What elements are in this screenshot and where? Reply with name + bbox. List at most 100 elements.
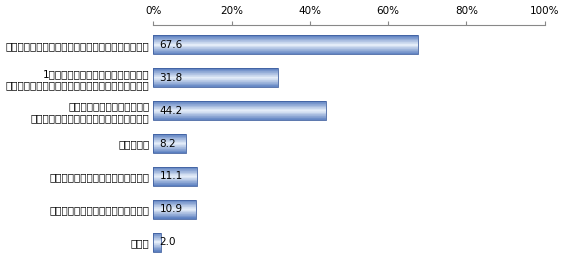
Bar bbox=[154, 85, 278, 86]
Bar bbox=[154, 70, 278, 71]
Bar bbox=[154, 217, 196, 218]
Bar bbox=[154, 216, 196, 217]
Text: 31.8: 31.8 bbox=[159, 73, 182, 83]
Bar bbox=[154, 233, 161, 252]
Bar bbox=[154, 239, 161, 240]
Bar bbox=[154, 134, 185, 135]
Bar bbox=[154, 140, 185, 141]
Bar bbox=[154, 110, 327, 111]
Bar bbox=[154, 46, 418, 47]
Bar bbox=[154, 72, 278, 73]
Bar bbox=[154, 102, 327, 103]
Bar bbox=[154, 218, 196, 219]
Bar bbox=[154, 69, 278, 70]
Bar bbox=[154, 234, 161, 235]
Bar bbox=[154, 80, 278, 81]
Bar bbox=[154, 249, 161, 250]
Bar bbox=[154, 237, 161, 238]
Bar bbox=[154, 150, 185, 151]
Bar bbox=[154, 240, 161, 241]
Bar bbox=[154, 86, 278, 87]
Bar bbox=[154, 117, 327, 118]
Bar bbox=[154, 243, 161, 244]
Bar bbox=[154, 77, 278, 78]
Bar bbox=[154, 247, 161, 248]
Bar bbox=[154, 71, 278, 72]
Bar bbox=[154, 101, 327, 102]
Bar bbox=[154, 185, 197, 186]
Bar bbox=[154, 204, 196, 205]
Bar bbox=[154, 103, 327, 104]
Bar bbox=[154, 177, 197, 178]
Bar bbox=[154, 202, 196, 203]
Bar bbox=[154, 45, 418, 46]
Bar bbox=[154, 233, 161, 234]
Bar bbox=[154, 178, 197, 179]
Bar bbox=[154, 211, 196, 212]
Bar bbox=[154, 44, 418, 45]
Bar bbox=[154, 151, 185, 152]
Text: 11.1: 11.1 bbox=[159, 171, 182, 181]
Bar bbox=[154, 52, 418, 53]
Bar bbox=[154, 105, 327, 106]
Bar bbox=[154, 134, 185, 153]
Bar bbox=[154, 145, 185, 146]
Bar bbox=[154, 174, 197, 175]
Bar bbox=[154, 82, 278, 83]
Bar bbox=[154, 137, 185, 138]
Bar bbox=[154, 37, 418, 38]
Bar bbox=[154, 205, 196, 206]
Bar bbox=[154, 47, 418, 48]
Bar bbox=[154, 176, 197, 177]
Bar bbox=[154, 106, 327, 107]
Bar bbox=[154, 148, 185, 149]
Bar bbox=[154, 200, 196, 219]
Bar bbox=[154, 167, 197, 186]
Bar bbox=[154, 42, 418, 43]
Bar bbox=[154, 84, 278, 85]
Bar bbox=[154, 68, 278, 69]
Bar bbox=[154, 180, 197, 181]
Bar bbox=[154, 206, 196, 207]
Bar bbox=[154, 83, 278, 84]
Bar bbox=[154, 212, 196, 213]
Bar bbox=[154, 75, 278, 76]
Bar bbox=[154, 236, 161, 237]
Bar bbox=[154, 43, 418, 44]
Bar bbox=[154, 171, 197, 172]
Bar bbox=[154, 76, 278, 77]
Bar bbox=[154, 135, 185, 136]
Bar bbox=[154, 111, 327, 112]
Bar bbox=[154, 214, 196, 215]
Bar bbox=[154, 53, 418, 54]
Bar bbox=[154, 50, 418, 51]
Bar bbox=[154, 242, 161, 243]
Bar bbox=[154, 74, 278, 75]
Bar bbox=[154, 181, 197, 182]
Bar bbox=[154, 138, 185, 139]
Bar bbox=[154, 173, 197, 174]
Bar bbox=[154, 207, 196, 208]
Bar bbox=[154, 112, 327, 113]
Bar bbox=[154, 209, 196, 210]
Bar bbox=[154, 169, 197, 170]
Bar bbox=[154, 108, 327, 109]
Bar bbox=[154, 210, 196, 211]
Bar bbox=[154, 136, 185, 137]
Bar bbox=[154, 251, 161, 252]
Bar bbox=[154, 213, 196, 214]
Bar bbox=[154, 182, 197, 183]
Bar bbox=[154, 144, 185, 145]
Bar bbox=[154, 183, 197, 184]
Bar bbox=[154, 107, 327, 108]
Bar bbox=[154, 146, 185, 147]
Text: 67.6: 67.6 bbox=[159, 40, 182, 50]
Bar bbox=[154, 179, 197, 180]
Bar bbox=[154, 101, 327, 120]
Bar bbox=[154, 184, 197, 185]
Bar bbox=[154, 139, 185, 140]
Bar bbox=[154, 152, 185, 153]
Bar bbox=[154, 116, 327, 117]
Bar bbox=[154, 244, 161, 245]
Bar bbox=[154, 172, 197, 173]
